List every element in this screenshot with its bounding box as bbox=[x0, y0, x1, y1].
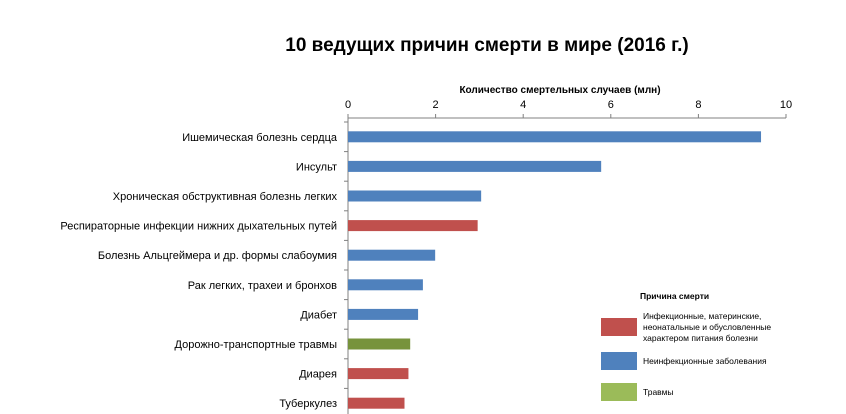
x-axis-title: Количество смертельных случаев (млн) bbox=[459, 85, 660, 96]
bar bbox=[348, 368, 409, 380]
category-label: Диарея bbox=[299, 369, 337, 381]
legend-title: Причина смерти bbox=[640, 291, 709, 301]
x-tick-label: 8 bbox=[695, 99, 701, 111]
bar bbox=[348, 279, 423, 291]
category-label: Респираторные инфекции нижних дыхательны… bbox=[60, 221, 337, 233]
category-label: Ишемическая болезнь сердца bbox=[182, 132, 338, 144]
bars bbox=[348, 131, 762, 409]
x-tick-label: 0 bbox=[345, 99, 351, 111]
legend-swatch bbox=[601, 383, 637, 401]
bar bbox=[348, 397, 405, 409]
chart-title: 10 ведущих причин смерти в мире (2016 г.… bbox=[285, 35, 689, 56]
legend-label: Неинфекционные заболевания bbox=[643, 356, 767, 366]
category-label: Дорожно-транспортные травмы bbox=[175, 339, 338, 351]
x-tick-label: 6 bbox=[608, 99, 614, 111]
bar bbox=[348, 249, 436, 261]
legend-label: неонатальные и обусловленные bbox=[643, 322, 771, 332]
category-label: Рак легких, трахеи и бронхов bbox=[188, 280, 337, 292]
category-label: Диабет bbox=[300, 309, 337, 321]
bar bbox=[348, 308, 419, 320]
x-tick-label: 10 bbox=[780, 99, 792, 111]
x-tick-label: 2 bbox=[433, 99, 439, 111]
category-label: Туберкулез bbox=[279, 398, 337, 410]
x-tick-label: 4 bbox=[520, 99, 526, 111]
legend-swatch bbox=[601, 318, 637, 336]
legend-label: Травмы bbox=[643, 387, 674, 397]
bar bbox=[348, 338, 411, 350]
bar bbox=[348, 190, 482, 202]
category-label: Инсульт bbox=[296, 161, 337, 173]
category-label: Болезнь Альцгеймера и др. формы слабоуми… bbox=[98, 250, 337, 262]
bar bbox=[348, 160, 602, 172]
bar bbox=[348, 220, 478, 232]
bar bbox=[348, 131, 762, 143]
legend: Причина смерти Инфекционные, материнские… bbox=[601, 291, 771, 401]
legend-label: Инфекционные, материнские, bbox=[643, 311, 761, 321]
legend-swatch bbox=[601, 352, 637, 370]
category-labels: Ишемическая болезнь сердца Инсульт Хрониче… bbox=[60, 132, 338, 410]
legend-label: характером питания болезни bbox=[643, 333, 758, 343]
category-label: Хроническая обструктивная болезнь легких bbox=[113, 191, 338, 203]
